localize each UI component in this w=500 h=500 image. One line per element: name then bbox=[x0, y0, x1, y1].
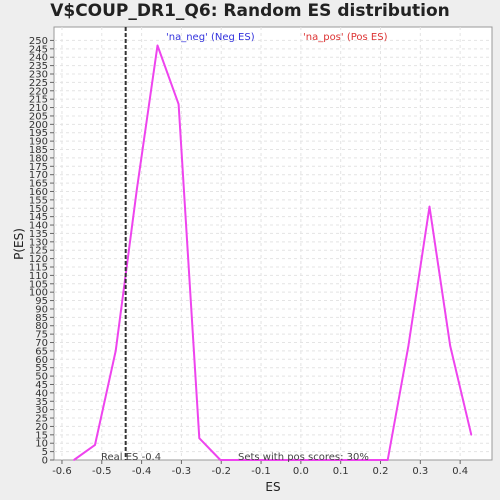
x-tick-label: 0.4 bbox=[452, 466, 468, 477]
y-tick-label: 75 bbox=[35, 330, 48, 341]
y-tick-label: 25 bbox=[35, 414, 48, 425]
x-tick-label: -0.6 bbox=[52, 466, 72, 477]
y-tick-label: 245 bbox=[29, 44, 48, 55]
data-point bbox=[94, 444, 96, 446]
data-point bbox=[240, 459, 242, 461]
y-tick-label: 90 bbox=[35, 304, 48, 315]
real-es-label: Real ES -0.4 bbox=[101, 452, 161, 463]
y-tick-label: 240 bbox=[29, 53, 48, 64]
data-point bbox=[449, 345, 451, 347]
y-tick-label: 35 bbox=[35, 397, 48, 408]
y-tick-label: 60 bbox=[35, 355, 48, 366]
y-tick-label: 65 bbox=[35, 346, 48, 357]
y-tick-label: 95 bbox=[35, 296, 48, 307]
y-tick-label: 170 bbox=[29, 170, 48, 181]
y-tick-label: 30 bbox=[35, 405, 48, 416]
y-tick-label: 235 bbox=[29, 61, 48, 72]
data-point bbox=[428, 205, 431, 208]
x-tick-label: 0.1 bbox=[333, 466, 349, 477]
data-point bbox=[365, 459, 368, 461]
x-tick-label: -0.3 bbox=[172, 466, 192, 477]
series-layer bbox=[73, 44, 473, 461]
y-tick-label: 185 bbox=[29, 145, 48, 156]
series-line bbox=[73, 44, 473, 461]
data-point bbox=[114, 350, 117, 352]
y-axis-title: P(ES) bbox=[12, 228, 26, 260]
y-tick-label: 135 bbox=[29, 229, 48, 240]
y-tick-label: 110 bbox=[29, 271, 48, 282]
data-point bbox=[282, 459, 284, 461]
legend-pos: 'na_pos' (Pos ES) bbox=[303, 32, 388, 43]
data-point bbox=[177, 103, 180, 106]
y-tick-label: 145 bbox=[29, 212, 48, 223]
data-point bbox=[303, 459, 305, 461]
y-tick-label: 195 bbox=[29, 128, 48, 139]
y-tick-label: 40 bbox=[35, 388, 48, 399]
y-tick-label: 85 bbox=[35, 313, 48, 324]
y-tick-label: 210 bbox=[29, 103, 48, 114]
x-tick-label: -0.5 bbox=[92, 466, 112, 477]
x-tick-label: -0.2 bbox=[211, 466, 231, 477]
chart-title: V$COUP_DR1_Q6: Random ES distribution bbox=[50, 1, 450, 21]
y-tick-label: 225 bbox=[29, 78, 48, 89]
y-tick-label: 200 bbox=[29, 120, 48, 131]
data-point bbox=[386, 459, 389, 461]
x-tick-label: -0.1 bbox=[251, 466, 271, 477]
y-tick-label: 140 bbox=[29, 221, 48, 232]
y-tick-label: 230 bbox=[29, 69, 48, 80]
y-tick-label: 190 bbox=[29, 137, 48, 148]
y-tick-label: 0 bbox=[42, 456, 48, 467]
y-tick-label: 175 bbox=[29, 162, 48, 173]
y-tick-label: 125 bbox=[29, 246, 48, 257]
y-tick-label: 155 bbox=[29, 195, 48, 206]
data-point bbox=[219, 459, 222, 461]
y-tick-label: 105 bbox=[29, 279, 48, 290]
data-point bbox=[73, 459, 75, 461]
y-tick-label: 130 bbox=[29, 237, 48, 248]
y-tick-label: 120 bbox=[29, 254, 48, 265]
data-point bbox=[323, 459, 326, 461]
plot-area bbox=[53, 26, 493, 461]
y-tick-label: 205 bbox=[29, 111, 48, 122]
y-tick-label: 160 bbox=[29, 187, 48, 198]
y-tick-label: 220 bbox=[29, 86, 48, 97]
y-tick-label: 5 bbox=[42, 447, 48, 458]
data-point bbox=[198, 437, 201, 439]
y-tick-label: 180 bbox=[29, 153, 48, 164]
x-tick-label: 0.2 bbox=[373, 466, 389, 477]
y-tick-label: 45 bbox=[35, 380, 48, 391]
data-point bbox=[345, 459, 347, 461]
y-tick-label: 15 bbox=[35, 430, 48, 441]
data-point bbox=[407, 345, 410, 347]
pos-scores-note: Sets with pos scores: 30% bbox=[238, 452, 369, 463]
legend-neg: 'na_neg' (Neg ES) bbox=[166, 32, 255, 43]
x-tick-label: -0.4 bbox=[132, 466, 152, 477]
x-tick-label: 0.0 bbox=[293, 466, 309, 477]
data-point bbox=[470, 434, 473, 436]
x-axis-title: ES bbox=[265, 480, 280, 494]
y-tick-label: 215 bbox=[29, 95, 48, 106]
y-tick-label: 100 bbox=[29, 288, 48, 299]
data-point bbox=[261, 459, 264, 461]
y-tick-label: 55 bbox=[35, 363, 48, 374]
data-point bbox=[156, 44, 159, 47]
y-tick-label: 250 bbox=[29, 36, 48, 47]
y-tick-label: 70 bbox=[35, 338, 48, 349]
x-tick-label: 0.3 bbox=[412, 466, 428, 477]
y-tick-label: 150 bbox=[29, 204, 48, 215]
y-tick-label: 20 bbox=[35, 422, 48, 433]
y-axis: 0510152025303540455055606570758085909510… bbox=[29, 36, 54, 467]
y-tick-label: 80 bbox=[35, 321, 48, 332]
y-tick-label: 50 bbox=[35, 372, 48, 383]
data-point bbox=[136, 188, 138, 191]
grid-layer bbox=[54, 27, 492, 460]
y-tick-label: 10 bbox=[35, 439, 48, 450]
y-tick-label: 115 bbox=[29, 262, 48, 273]
y-tick-label: 165 bbox=[29, 179, 48, 190]
